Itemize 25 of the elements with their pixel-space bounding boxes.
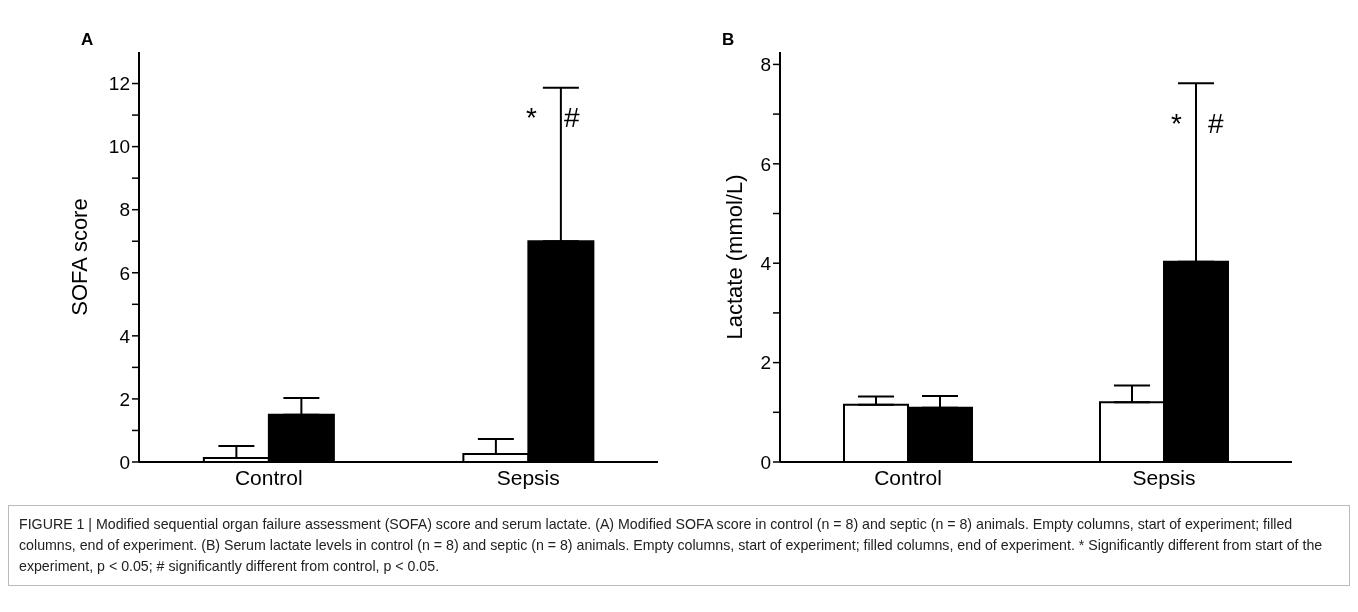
x-tick-label: Sepsis <box>496 465 560 489</box>
y-tick-label: 2 <box>119 388 130 410</box>
annotation: # <box>1208 108 1224 139</box>
annotation: # <box>564 102 580 133</box>
y-tick-label: 6 <box>119 262 130 284</box>
y-tick-label: 8 <box>119 199 130 221</box>
x-tick-label: Sepsis <box>1132 465 1196 489</box>
chart-title: B <box>722 30 735 50</box>
y-tick-label: 0 <box>119 451 130 473</box>
y-tick-label: 8 <box>760 54 771 76</box>
caption: FIGURE 1 | Modified sequential organ failure assessment (SOFA) score and serum lactate. (A) Modified SOFA score in control (n = 8) and septic (n = 8) animals. Empty columns, start of experiment; filled columns, end of experiment. (B) Serum lactate levels in control (n = 8) and septic (n = 8) animals. Empty columns, start of experiment; filled columns, end of experiment. * Significantly different from start of the experiment, p < 0.05; # significantly different from control, p < 0.05. <box>19 515 1324 576</box>
y-tick-label: 4 <box>119 325 131 347</box>
y-tick-label: 2 <box>760 352 771 374</box>
y-axis-title: Lactate (mmol/L) <box>721 174 747 340</box>
y-tick-label: 10 <box>108 136 130 158</box>
y-tick-label: 6 <box>760 153 771 175</box>
annotation: * <box>1171 108 1182 139</box>
y-tick-label: 0 <box>760 451 771 473</box>
x-tick-label: Control <box>234 465 303 489</box>
chart-title: A <box>81 30 94 50</box>
x-tick-label: Control <box>874 465 942 489</box>
y-axis-title: SOFA score <box>66 198 92 316</box>
annotation: * <box>526 102 537 133</box>
y-tick-label: 4 <box>760 252 772 274</box>
y-tick-label: 12 <box>108 73 130 95</box>
